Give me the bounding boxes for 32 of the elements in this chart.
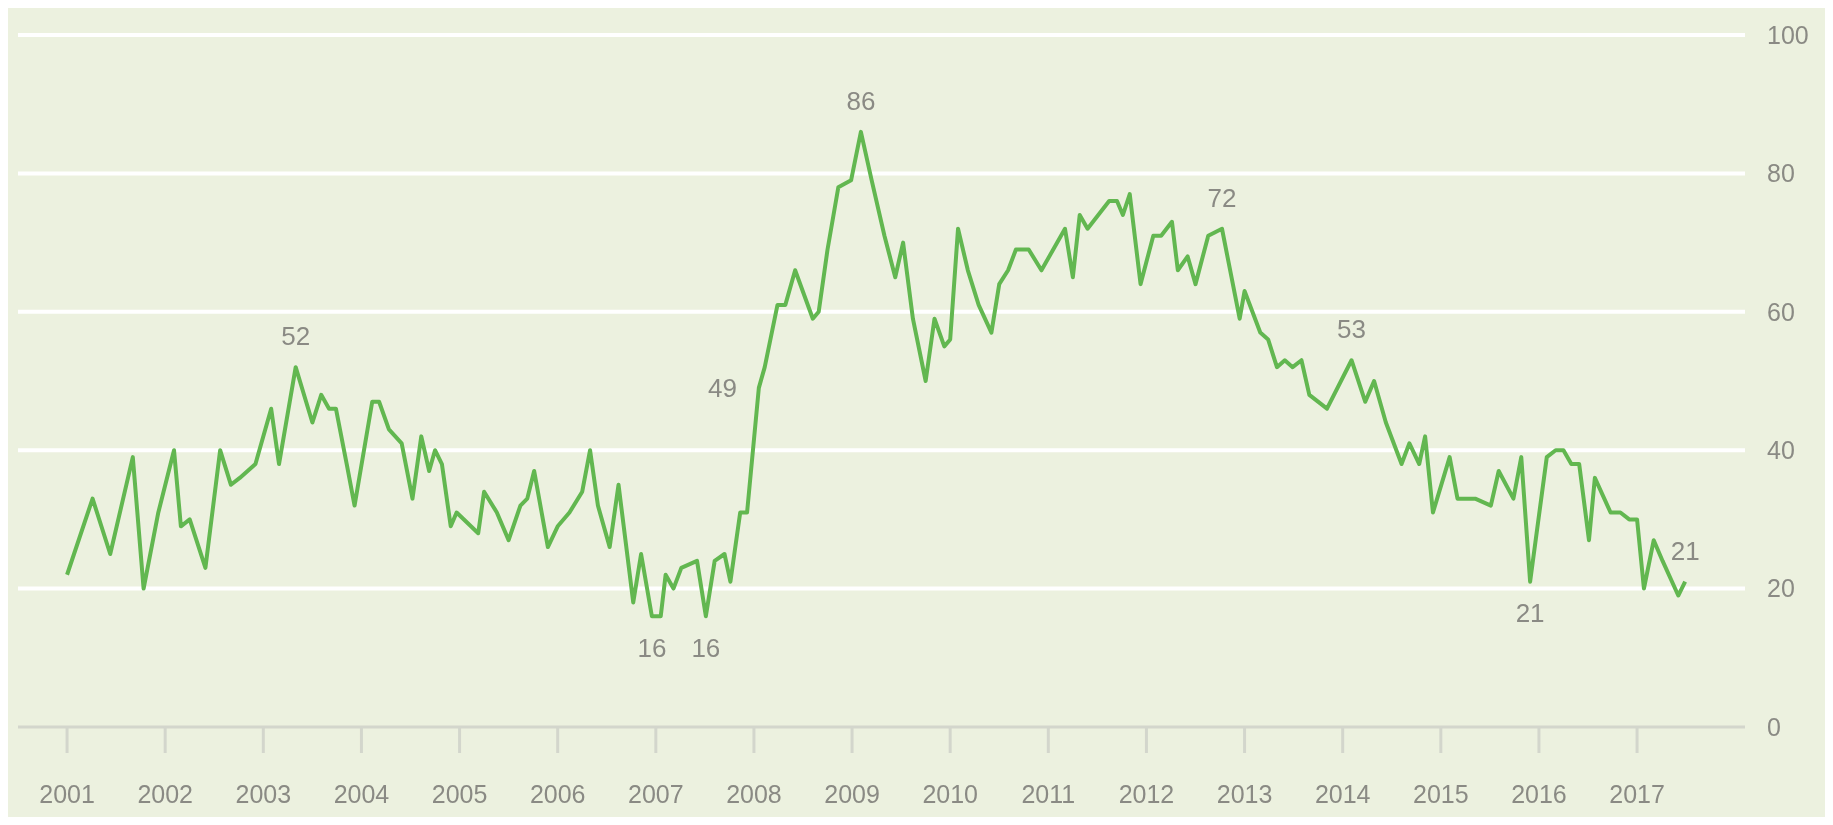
x-tick-label: 2014 xyxy=(1314,779,1371,808)
x-tick-label: 2008 xyxy=(726,779,782,808)
annotation: 49 xyxy=(707,373,737,404)
annotation: 52 xyxy=(281,321,311,352)
x-tick-label: 2004 xyxy=(333,779,390,808)
y-tick-label: 0 xyxy=(1767,712,1781,741)
x-tick-label: 2017 xyxy=(1609,779,1665,808)
x-tick-label: 2005 xyxy=(431,779,488,808)
y-tick-label: 60 xyxy=(1767,297,1795,326)
annotation: 16 xyxy=(637,632,667,663)
y-tick-label: 40 xyxy=(1767,436,1795,465)
x-tick-label: 2010 xyxy=(922,779,978,808)
x-tick-label: 2001 xyxy=(39,779,95,808)
y-tick-label: 20 xyxy=(1767,574,1795,603)
x-tick-label: 2006 xyxy=(529,779,586,808)
y-tick-label: 100 xyxy=(1767,20,1809,49)
x-tick-label: 2011 xyxy=(1021,779,1076,808)
annotation: 72 xyxy=(1207,182,1237,213)
annotation: 86 xyxy=(846,85,876,116)
x-tick-label: 2015 xyxy=(1413,779,1469,808)
x-tick-label: 2003 xyxy=(235,779,292,808)
annotation: 16 xyxy=(691,632,721,663)
x-tick-label: 2007 xyxy=(628,779,684,808)
x-tick-label: 2009 xyxy=(824,779,880,808)
x-tick-label: 2012 xyxy=(1118,779,1175,808)
x-tick-label: 2002 xyxy=(137,779,193,808)
annotation: 21 xyxy=(1670,535,1700,566)
y-tick-label: 80 xyxy=(1767,159,1795,188)
annotation: 21 xyxy=(1515,598,1545,629)
x-tick-label: 2016 xyxy=(1511,779,1567,808)
x-tick-label: 2013 xyxy=(1216,779,1273,808)
annotation: 53 xyxy=(1337,314,1366,345)
